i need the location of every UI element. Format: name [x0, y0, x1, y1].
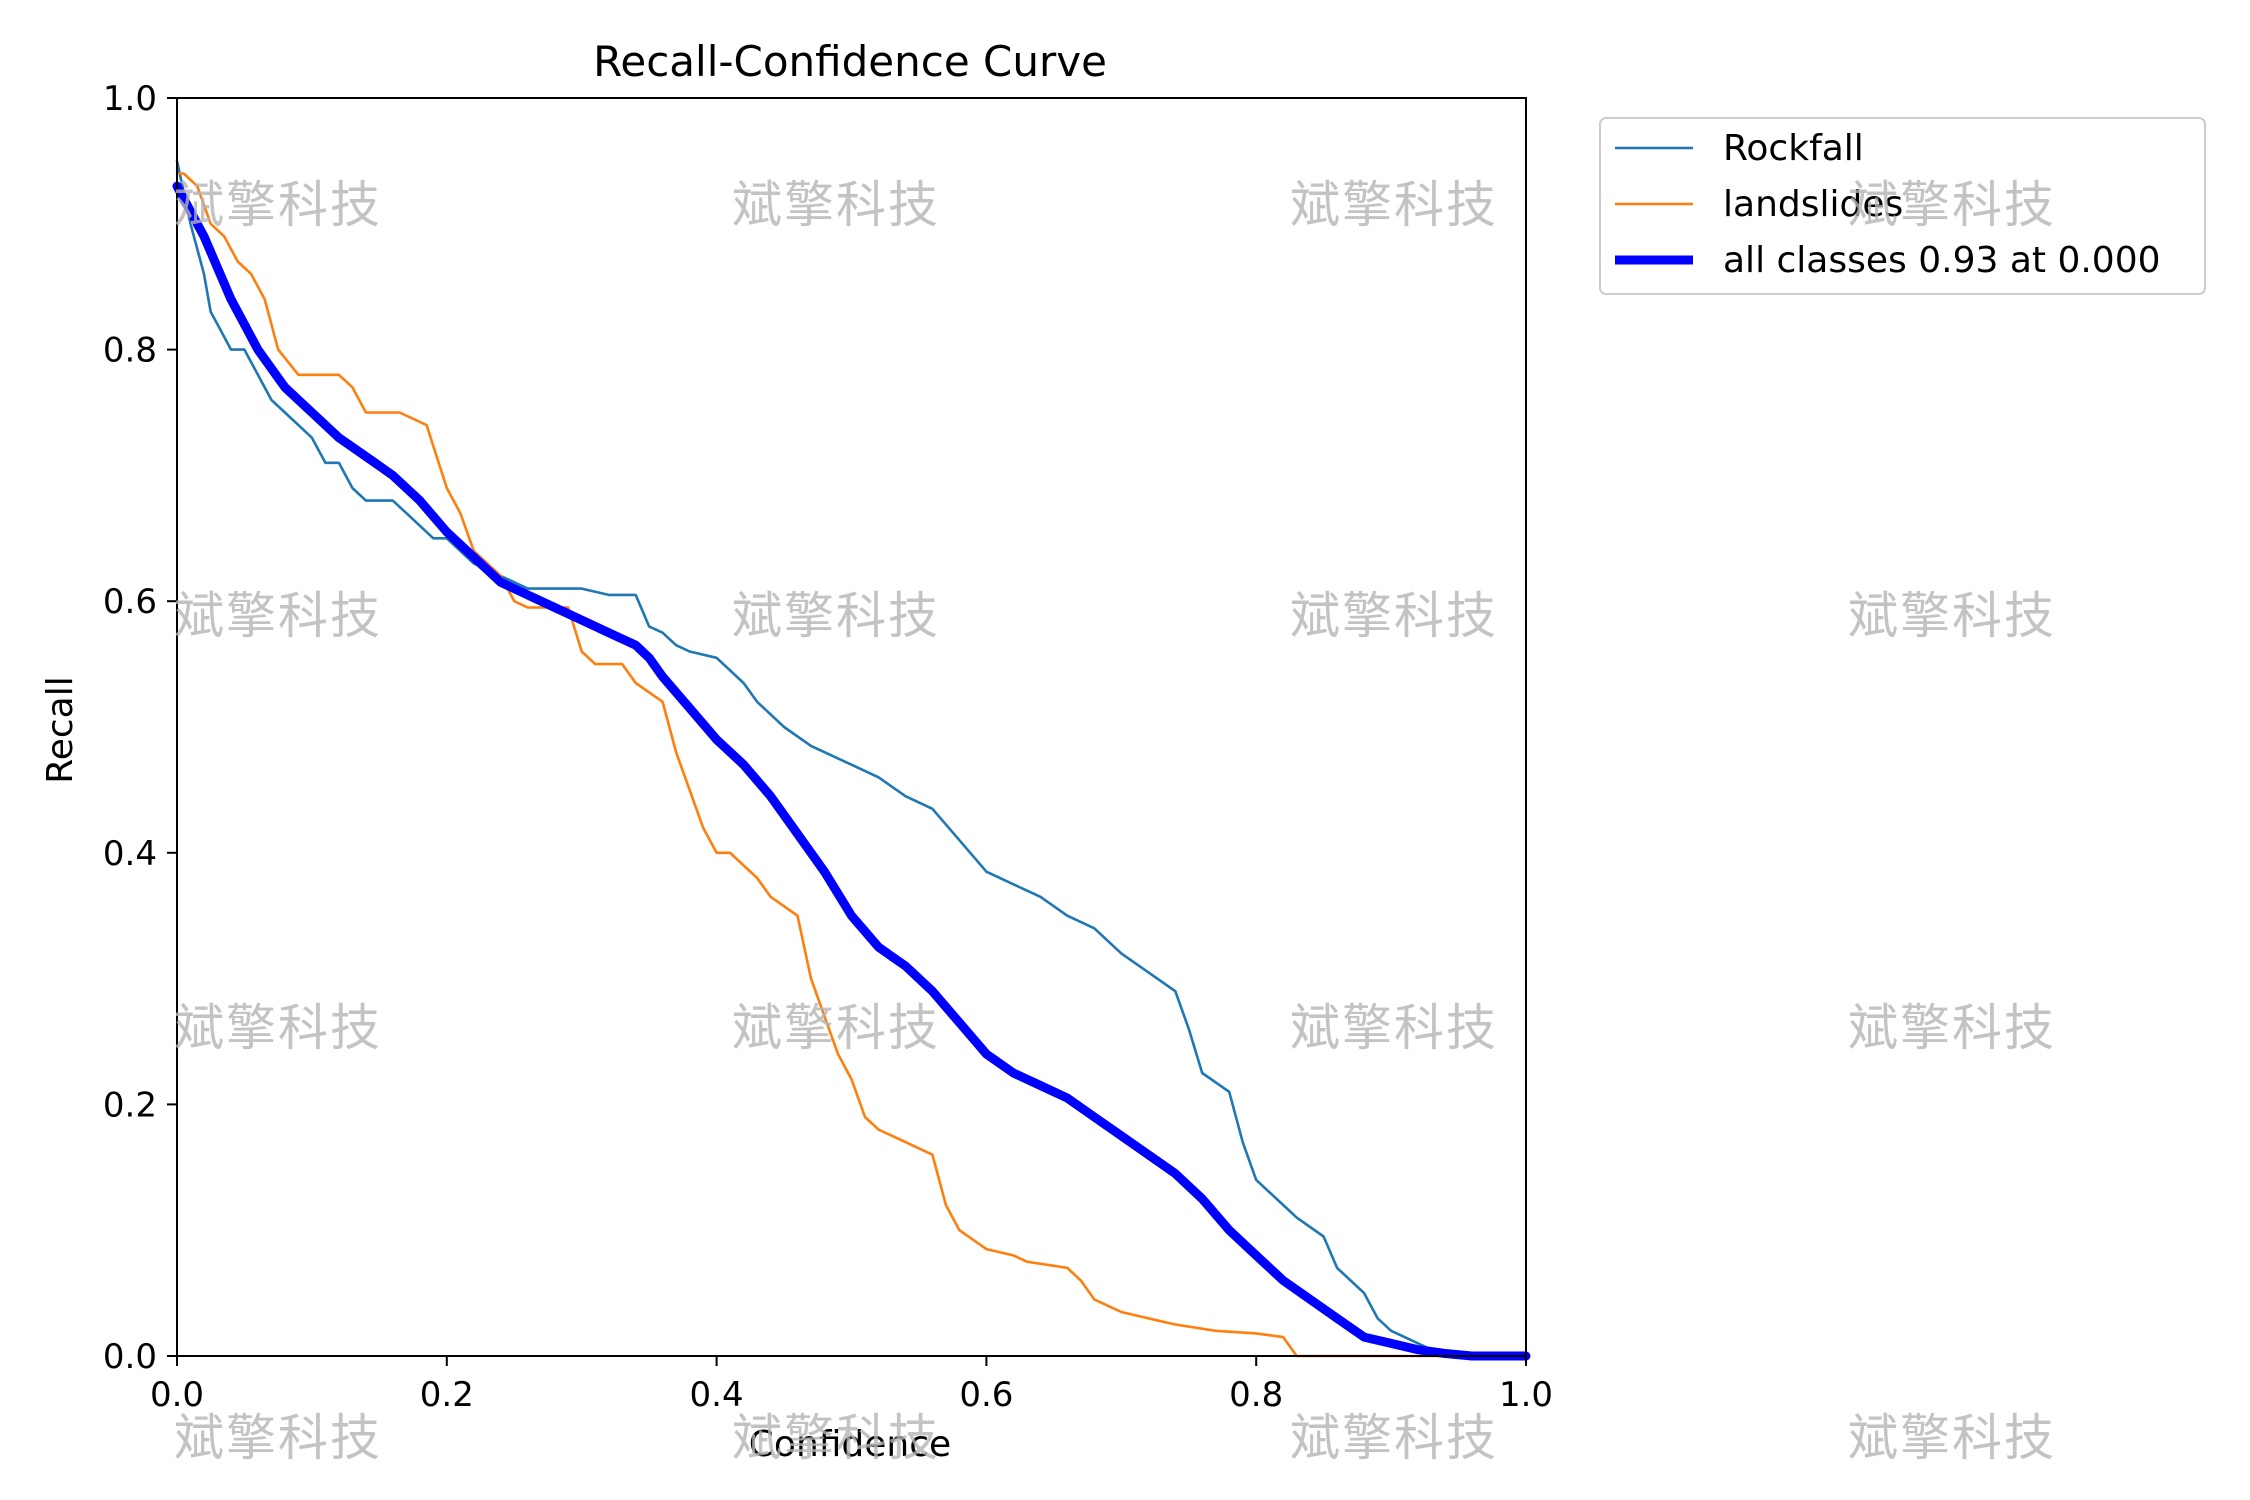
legend-label-2: all classes 0.93 at 0.000	[1723, 240, 2161, 281]
watermark-text: 斌擎科技	[174, 999, 382, 1057]
watermark-text: 斌擎科技	[732, 1409, 940, 1467]
watermark-text: 斌擎科技	[174, 1409, 382, 1467]
x-tick-label: 1.0	[1499, 1375, 1553, 1415]
legend: Rockfall landslides all classes 0.93 at 0.…	[1599, 117, 2206, 295]
y-axis-ticks: 0.0 0.2 0.4 0.6 0.8 1.0	[103, 79, 177, 1377]
series-line-2	[172, 181, 1531, 1361]
series-group	[172, 159, 1531, 1361]
plot-frame	[176, 97, 1527, 1357]
watermark-text: 斌擎科技	[174, 176, 382, 234]
chart-title: Recall-Confidence Curve	[593, 37, 1107, 86]
watermark-text: 斌擎科技	[732, 176, 940, 234]
watermark-text: 斌擎科技	[1848, 1409, 2056, 1467]
y-tick-label: 0.6	[103, 582, 157, 622]
watermark-text: 斌擎科技	[732, 587, 940, 645]
x-tick-label: 0.2	[420, 1375, 474, 1415]
y-tick-label: 0.0	[103, 1337, 157, 1377]
x-axis-ticks: 0.0 0.2 0.4 0.6 0.8 1.0	[150, 1356, 1553, 1415]
y-tick-label: 0.8	[103, 331, 157, 371]
watermark-text: 斌擎科技	[1848, 999, 2056, 1057]
watermark-text: 斌擎科技	[1290, 999, 1498, 1057]
watermark-text: 斌擎科技	[1848, 587, 2056, 645]
watermark-text: 斌擎科技	[1290, 176, 1498, 234]
y-tick-label: 0.2	[103, 1085, 157, 1125]
watermark-text: 斌擎科技	[1848, 176, 2056, 234]
series-line-1	[175, 172, 1528, 1358]
y-tick-label: 1.0	[103, 79, 157, 119]
watermark-text: 斌擎科技	[1290, 1409, 1498, 1467]
watermark-text: 斌擎科技	[174, 587, 382, 645]
watermark-text: 斌擎科技	[732, 999, 940, 1057]
legend-label-1: landslides	[1723, 184, 1903, 225]
y-tick-label: 0.4	[103, 834, 157, 874]
x-tick-label: 0.8	[1229, 1375, 1283, 1415]
watermark-text: 斌擎科技	[1290, 587, 1498, 645]
x-tick-label: 0.6	[959, 1375, 1013, 1415]
x-tick-label: 0.0	[150, 1375, 204, 1415]
y-axis-label: Recall	[40, 676, 81, 783]
x-tick-label: 0.4	[690, 1375, 744, 1415]
x-axis-label: Confidence	[749, 1424, 951, 1465]
legend-box	[1599, 117, 2206, 295]
series-line-0	[175, 159, 1528, 1358]
legend-label-0: Rockfall	[1723, 128, 1864, 169]
